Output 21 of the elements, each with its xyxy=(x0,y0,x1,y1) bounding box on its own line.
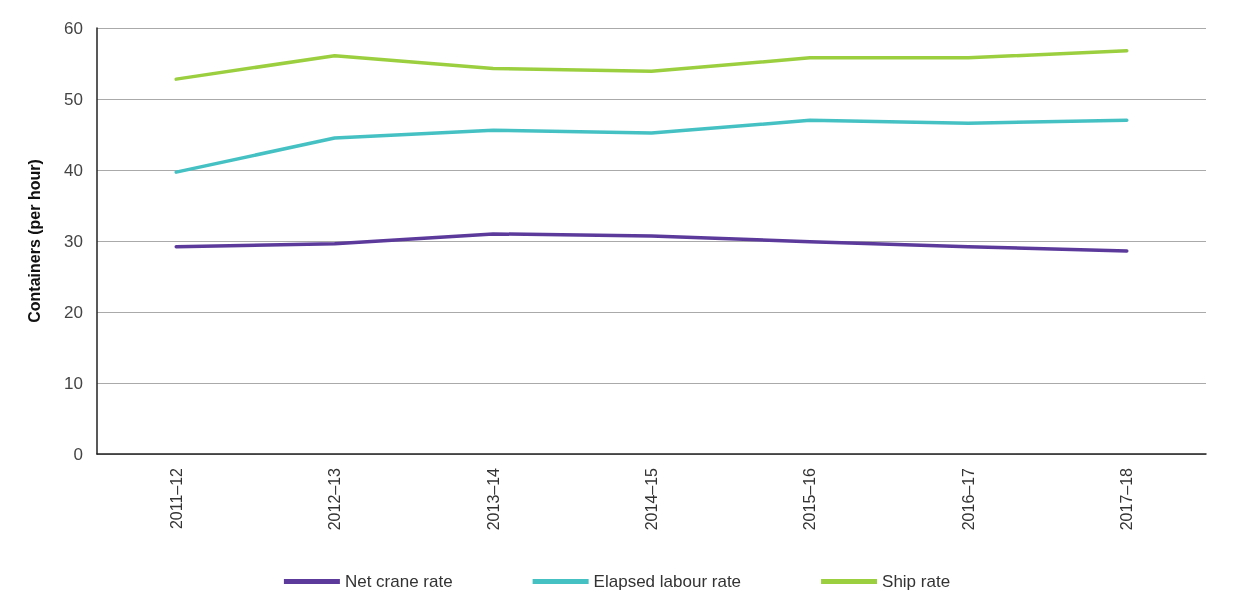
y-axis-title: Containers (per hour) xyxy=(25,159,43,323)
x-tick-label: 2013–14 xyxy=(484,467,502,531)
x-tick-label: 2017–18 xyxy=(1118,467,1136,531)
legend-label: Net crane rate xyxy=(344,572,453,591)
y-tick-label: 0 xyxy=(73,444,83,464)
line-series xyxy=(174,118,1129,174)
y-tick-label: 60 xyxy=(64,18,83,38)
legend-label: Ship rate xyxy=(882,572,951,591)
line-series xyxy=(174,48,1129,81)
x-tick-label: 2015–16 xyxy=(801,467,819,531)
y-tick-label: 50 xyxy=(64,89,83,109)
line-series xyxy=(174,232,1129,253)
x-tick-label: 2016–17 xyxy=(959,467,977,531)
legend-label: Elapsed labour rate xyxy=(593,572,742,591)
x-tick-label: 2011–12 xyxy=(167,467,185,530)
y-tick-label: 20 xyxy=(64,302,83,322)
y-tick-label: 10 xyxy=(64,373,83,393)
x-tick-label: 2014–15 xyxy=(643,467,660,531)
y-tick-label: 30 xyxy=(64,231,83,251)
y-tick-label: 40 xyxy=(64,160,83,180)
x-tick-label: 2012–13 xyxy=(326,467,344,531)
